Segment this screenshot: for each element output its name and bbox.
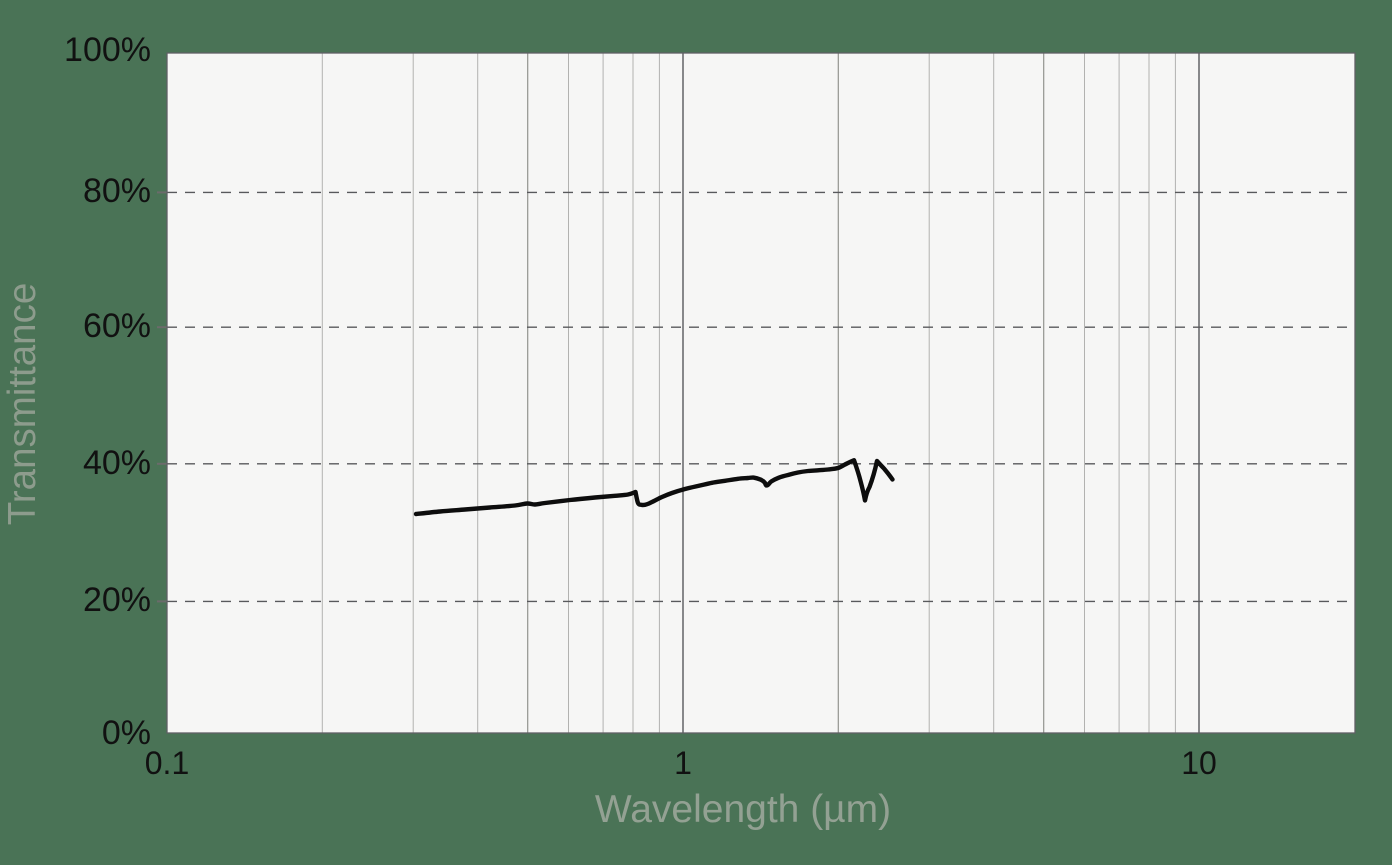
svg-text:0.1: 0.1 <box>145 745 189 781</box>
svg-text:40%: 40% <box>83 444 151 482</box>
svg-text:80%: 80% <box>83 172 151 210</box>
svg-text:100%: 100% <box>64 31 151 69</box>
svg-text:20%: 20% <box>83 581 151 619</box>
svg-text:10: 10 <box>1181 745 1217 781</box>
svg-text:0%: 0% <box>102 714 151 752</box>
svg-text:Transmittance: Transmittance <box>1 283 44 526</box>
svg-text:Wavelength (µm): Wavelength (µm) <box>595 788 891 831</box>
svg-text:60%: 60% <box>83 307 151 345</box>
svg-text:1: 1 <box>674 745 692 781</box>
